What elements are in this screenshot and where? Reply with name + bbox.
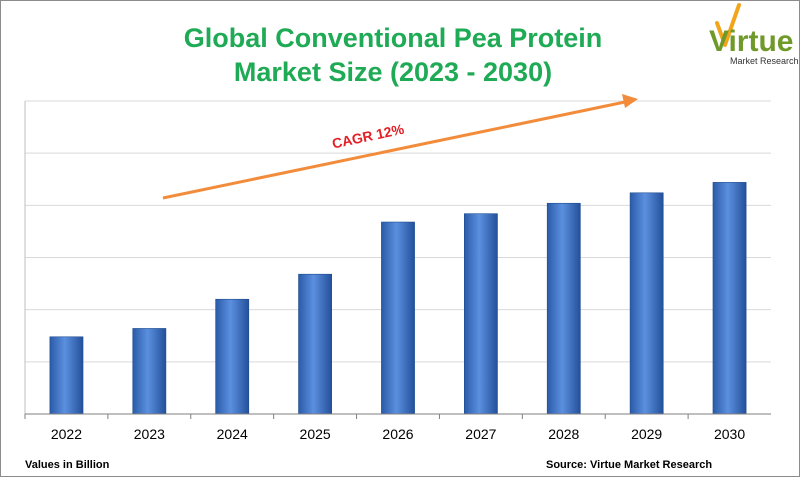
- bar-2024: [215, 298, 250, 415]
- x-tick-2028: 2028: [548, 426, 579, 442]
- x-tick-2030: 2030: [714, 426, 745, 442]
- bar-2022: [49, 336, 84, 415]
- x-tick-2025: 2025: [300, 426, 331, 442]
- virtue-logo: Virtue Market Research: [709, 3, 799, 66]
- x-tick-2029: 2029: [631, 426, 662, 442]
- cagr-annotation: CAGR 12%: [162, 94, 638, 200]
- cagr-arrow-line: [162, 100, 626, 200]
- bar-2027: [464, 213, 498, 415]
- logo-tagline: Market Research: [730, 56, 799, 66]
- bar-2028: [546, 202, 581, 415]
- cagr-label: CAGR 12%: [331, 121, 406, 152]
- x-tick-2026: 2026: [382, 426, 413, 442]
- chart-title-line-1: Global Conventional Pea Protein: [184, 23, 603, 53]
- logo-name: Virtue: [709, 25, 793, 58]
- logo-check-icon: [715, 3, 741, 47]
- units-note: Values in Billion: [25, 459, 110, 471]
- x-tick-2024: 2024: [217, 426, 248, 442]
- source-note: Source: Virtue Market Research: [546, 459, 712, 471]
- x-tick-2027: 2027: [465, 426, 496, 442]
- cagr-arrow-head: [622, 94, 638, 108]
- x-tick-labels: 2022 2023 2024 2025 2026 2027 2028 2029 2030: [24, 414, 745, 442]
- chart-title-line-2: Market Size (2023 - 2030): [234, 57, 552, 87]
- bar-2029: [629, 192, 664, 415]
- bars: [49, 182, 747, 415]
- bar-2030: [712, 182, 747, 415]
- x-tick-2022: 2022: [51, 426, 82, 442]
- bar-2026: [381, 221, 415, 415]
- bar-2023: [132, 328, 167, 415]
- x-tick-2023: 2023: [134, 426, 165, 442]
- bar-2025: [298, 273, 332, 415]
